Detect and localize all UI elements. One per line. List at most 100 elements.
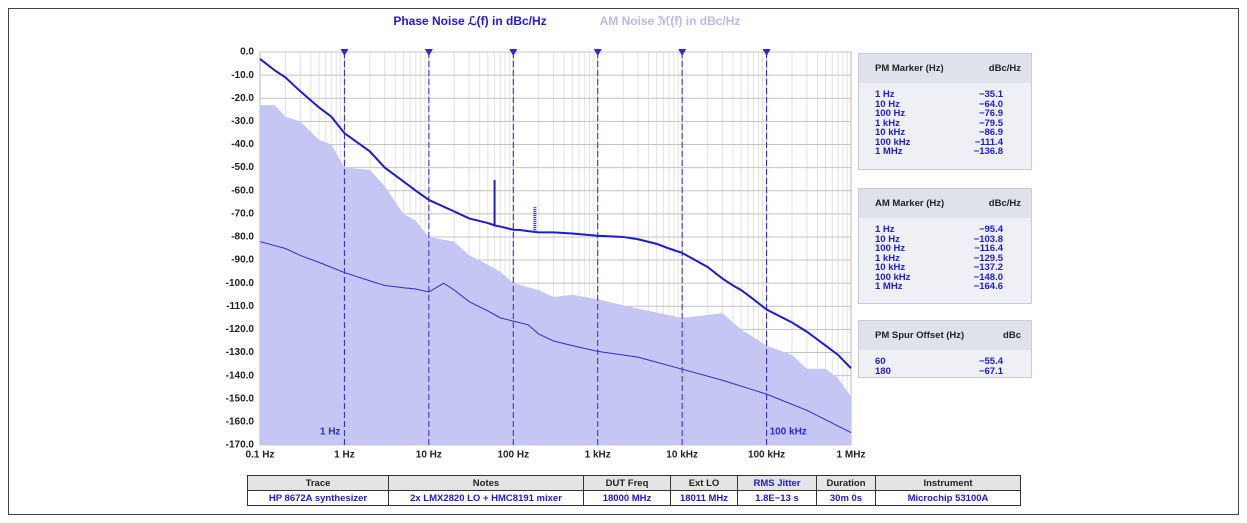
cell: 1 MHz [875,281,903,292]
cell: −35.1 [978,89,1003,100]
y-tick-label: 0.0 [240,47,254,58]
header-cell: AM Marker (Hz) [875,198,945,209]
cell: −164.6 [973,281,1003,292]
trace-table: Trace Notes DUT Freq Ext LO RMS Jitter Durati… [247,475,1021,506]
y-tick-label: -40.0 [231,139,254,150]
cell: −79.5 [978,117,1003,129]
cell: 60 [875,356,886,367]
cell: −148.0 [973,271,1003,283]
cell: −67.1 [978,365,1003,377]
cell: −136.8 [973,146,1003,157]
header-cell: dBc/Hz [988,198,1021,209]
cell: −55.4 [978,356,1003,367]
noise-line [259,58,852,369]
y-tick-label: -30.0 [231,116,254,127]
y-tick-label: -170.0 [226,440,255,451]
x-tick-label: 1 Hz [334,450,355,461]
marker-triangle [340,49,349,56]
y-tick-label: -20.0 [231,93,254,104]
table-row: 1 MHz −164.6 [859,282,1031,292]
header-row: Trace Notes DUT Freq Ext LO RMS Jitter Durati… [247,475,1021,491]
cell: 30m 0s [816,490,876,506]
y-tick-label: -120.0 [226,324,255,335]
header-cell: Instrument [875,475,1021,491]
cell: 10 kHz [875,127,906,138]
noise-area [260,105,851,445]
y-tick-label: -90.0 [231,255,254,266]
x-tick-label: 10 kHz [666,450,698,461]
header-cell: dBc/Hz [988,63,1021,74]
header-cell: RMS Jitter [737,475,817,491]
y-tick-label: -10.0 [231,70,254,81]
x-tick-label: 1 kHz [585,450,611,461]
table-row: 100 Hz −116.4 [859,244,1031,254]
table-header: PM Marker (Hz) dBc/Hz [859,54,1031,83]
marker-annotation: 1 Hz [320,427,341,438]
header-cell: DUT Freq [583,475,671,491]
y-tick-label: -150.0 [226,393,255,404]
header-cell: dBc [1003,330,1021,341]
cell: −95.4 [978,224,1003,235]
table-row: 100 kHz −111.4 [859,136,1031,148]
am-marker-table: AM Marker (Hz) dBc/Hz 1 Hz −95.4 10 Hz −103.8… [858,188,1032,304]
table-row: 1 kHz −129.5 [859,252,1031,264]
table-row: 180 −67.1 [859,365,1031,377]
table-row: 60 −55.4 [859,357,1031,367]
legend-pm: Phase Noise ℒ(f) in dBc/Hz [393,14,546,28]
cell: −137.2 [973,262,1003,273]
cell: 100 kHz [875,136,911,148]
y-tick-label: -130.0 [226,347,255,358]
x-tick-label: 100 kHz [748,450,785,461]
header-cell: Duration [816,475,876,491]
legend-am: AM Noise ℳ(f) in dBc/Hz [600,14,741,28]
marker-annotation: 100 kHz [770,427,807,438]
cell: −116.4 [974,243,1003,254]
marker-triangle [593,49,602,56]
table-row: 10 kHz −86.9 [859,128,1031,138]
cell: 100 Hz [875,108,906,119]
cell: HP 8672A synthesizer [247,490,389,506]
cell: 2x LMX2820 LO + HMC8191 mixer [388,490,584,506]
cell: 1 Hz [875,224,895,235]
cell: 10 kHz [875,262,906,273]
cell: Microchip 53100A [875,490,1021,506]
pm-marker-table: PM Marker (Hz) dBc/Hz 1 Hz −35.1 10 Hz −64.0 1… [858,53,1032,170]
cell: −64.0 [978,98,1003,110]
cell: 100 kHz [875,271,911,283]
table-row: 10 Hz −103.8 [859,233,1031,245]
header-cell: Notes [388,475,584,491]
table-row: 1 Hz −35.1 [859,90,1031,100]
cell: 1 kHz [875,252,900,264]
marker-triangle [762,49,771,56]
cell: −86.9 [978,127,1003,138]
cell: −76.9 [978,108,1003,119]
spur-table: PM Spur Offset (Hz) dBc 60 −55.4 180 −67.1 [858,320,1032,378]
y-tick-label: -100.0 [226,278,255,289]
header-cell: PM Marker (Hz) [875,63,944,74]
marker-triangle [424,49,433,56]
header-cell: PM Spur Offset (Hz) [875,330,965,341]
x-tick-label: 0.1 Hz [246,450,275,461]
header-cell: Trace [247,475,389,491]
cell: 1 Hz [875,89,895,100]
table-row: 1 Hz −95.4 [859,225,1031,235]
table-row: 10 kHz −137.2 [859,263,1031,273]
marker-triangle [509,49,518,56]
y-tick-label: -70.0 [231,208,254,219]
table-row: 100 Hz −76.9 [859,109,1031,119]
table-row: 1 kHz −79.5 [859,117,1031,129]
cell: −103.8 [973,233,1003,245]
y-tick-label: -140.0 [226,370,255,381]
cell: 18000 MHz [583,490,671,506]
x-tick-label: 10 Hz [416,450,442,461]
table-header: AM Marker (Hz) dBc/Hz [859,189,1031,218]
cell: 10 Hz [875,98,900,110]
cell: 1 MHz [875,146,903,157]
cell: 10 Hz [875,233,900,245]
x-tick-label: 100 Hz [497,450,529,461]
x-tick-label: 1 MHz [837,450,866,461]
cell: 100 Hz [875,243,906,254]
cell: 1 kHz [875,117,900,129]
